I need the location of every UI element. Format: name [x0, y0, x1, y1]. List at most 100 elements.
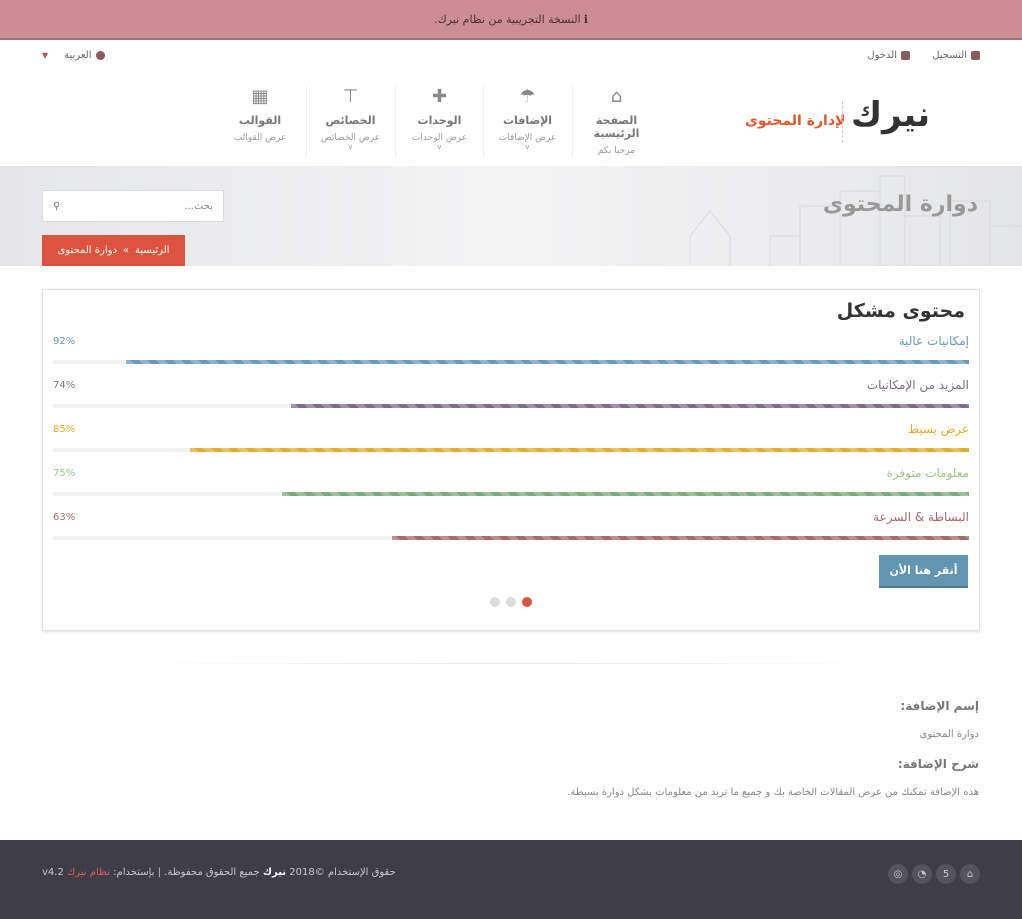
progress-fill [126, 360, 969, 364]
nav-sub: عرض الوحدات [411, 133, 468, 143]
html5-icon[interactable]: 5 [936, 864, 956, 884]
progress-row: معلومات متوفرة 75% [53, 466, 969, 510]
progress-row: المزيد من الإمكانيات 74% [53, 378, 969, 422]
nav-title: الخصائص [325, 114, 376, 127]
search-input[interactable]: بحث... ⚲ [42, 190, 224, 222]
city-skyline-illustration [690, 175, 1022, 266]
top-bar: التسجيل الدخول ▼ العربية [0, 40, 1022, 72]
progress-percent: 92% [53, 336, 76, 347]
nav-home[interactable]: ⌂ الصفحة الرئيسية مرحبا بكم [572, 86, 660, 158]
globe-icon [95, 51, 105, 60]
sitemap-icon: ⊤ [342, 86, 359, 107]
divider [140, 663, 880, 664]
progress-fill [190, 448, 969, 452]
progress-percent: 63% [53, 512, 76, 523]
logo-brand: نيرك [851, 95, 930, 135]
social-links: ⌂ 5 ◔ ◎ [888, 864, 980, 884]
progress-label: إمكانيات عالية [898, 334, 969, 348]
nav-sub: عرض الخصائص [320, 133, 381, 143]
progress-label: البساطة & السرعة [873, 510, 969, 524]
caret-down-icon: ▼ [42, 51, 49, 60]
progress-fill [291, 404, 969, 408]
logo-divider [842, 101, 843, 143]
nav-templates[interactable]: ▦ القوالب عرض القوالب [216, 86, 304, 158]
register-label: التسجيل [932, 50, 967, 61]
card-title: محتوى مشكل [836, 300, 965, 322]
plugin-name: دوارة المحتوى [919, 729, 979, 740]
nav-modules[interactable]: ✚ الوحدات عرض الوحدات v [395, 86, 483, 158]
nav-sub: مرحبا بكم [597, 146, 636, 156]
progress-percent: 85% [53, 424, 76, 435]
progress-label: عرض بسيط [907, 422, 969, 436]
carousel-dot[interactable] [522, 597, 532, 607]
copyright-prefix: حقوق الإستخدام ©2018 [289, 867, 396, 878]
language-label: العربية [64, 50, 92, 61]
progress-fill [282, 492, 969, 496]
user-icon [971, 51, 980, 60]
progress-label: المزيد من الإمكانيات [866, 378, 969, 392]
footer: حقوق الإستخدام ©2018 نيرك جميع الحقوق مح… [0, 840, 1022, 919]
progress-track [53, 448, 969, 452]
banner-text: النسخة التجريبية من نظام نيرك. [434, 12, 581, 26]
progress-track [53, 492, 969, 496]
progress-row: عرض بسيط 85% [53, 422, 969, 466]
language-select[interactable]: ▼ العربية [42, 50, 105, 61]
copyright: حقوق الإستخدام ©2018 نيرك جميع الحقوق مح… [42, 867, 396, 878]
progress-track [53, 536, 969, 540]
progress-track [53, 360, 969, 364]
chevron-down-icon: v [525, 143, 530, 151]
logo[interactable]: لإدارة المحتوى نيرك [745, 95, 955, 150]
progress-row: البساطة & السرعة 63% [53, 510, 969, 554]
breadcrumb-separator: » [122, 245, 130, 256]
carousel-dot[interactable] [490, 597, 500, 607]
nav-sub: عرض القوالب [233, 133, 287, 143]
carousel-dot[interactable] [506, 597, 516, 607]
nav-plugins[interactable]: ☂ الإضافات عرض الإضافات v [483, 86, 571, 158]
version: v4.2 [42, 867, 64, 878]
logo-tagline: لإدارة المحتوى [745, 113, 846, 129]
umbrella-icon: ☂ [519, 86, 536, 107]
nav-sub: عرض الإضافات [498, 133, 557, 143]
search-icon: ⚲ [53, 200, 61, 212]
breadcrumb-current: دوارة المحتوى [57, 245, 117, 256]
login-label: الدخول [867, 50, 897, 61]
plugin-name-label: إسم الإضافة: [900, 699, 979, 713]
rss-icon[interactable]: ◔ [912, 864, 932, 884]
nav-title: الوحدات [417, 114, 462, 127]
dribbble-icon[interactable]: ◎ [888, 864, 908, 884]
demo-banner: ℹ النسخة التجريبية من نظام نيرك. [0, 0, 1022, 40]
plugin-desc-label: شرح الإضافة: [897, 757, 979, 771]
progress-label: معلومات متوفرة [886, 466, 969, 480]
chevron-down-icon: v [348, 143, 353, 151]
lock-icon [901, 51, 910, 60]
progress-row: إمكانيات عالية 92% [53, 334, 969, 378]
breadcrumb-home[interactable]: الرئيسية [135, 245, 170, 256]
page-title: دوارة المحتوى [822, 192, 978, 217]
progress-track [53, 404, 969, 408]
copyright-text: جميع الحقوق محفوظة. | بإستخدام: [113, 867, 260, 878]
content-carousel: محتوى مشكل إمكانيات عالية 92% المزيد من ال… [42, 289, 980, 631]
home-icon: ⌂ [610, 86, 623, 107]
cta-button[interactable]: أنقر هنا الأن [879, 555, 968, 588]
nav-title: الصفحة الرئيسية [593, 114, 640, 140]
main-nav: ⌂ الصفحة الرئيسية مرحبا بكم ☂ الإضافات عرض ا… [0, 80, 1022, 160]
chevron-down-icon: v [437, 143, 442, 151]
copyright-brand: نيرك [262, 867, 287, 878]
nav-title: الإضافات [502, 114, 553, 127]
system-link[interactable]: نظام نيرك [67, 867, 110, 878]
qrcode-icon: ▦ [251, 86, 269, 107]
info-icon: ℹ [583, 12, 588, 26]
progress-percent: 74% [53, 380, 76, 391]
progress-percent: 75% [53, 468, 76, 479]
puzzle-icon: ✚ [431, 86, 448, 107]
nav-title: القوالب [238, 114, 282, 127]
nav-properties[interactable]: ⊤ الخصائص عرض الخصائص v [306, 86, 394, 158]
home-icon[interactable]: ⌂ [960, 864, 980, 884]
search-placeholder: بحث... [184, 200, 213, 212]
carousel-dots [490, 597, 532, 607]
plugin-desc: هذه الإضافة تمكنك من عرض المقالات الخاصة… [567, 787, 979, 798]
login-link[interactable]: الدخول [867, 50, 910, 61]
progress-fill [391, 536, 969, 540]
register-link[interactable]: التسجيل [932, 50, 980, 61]
breadcrumb: الرئيسية » دوارة المحتوى [42, 235, 185, 266]
